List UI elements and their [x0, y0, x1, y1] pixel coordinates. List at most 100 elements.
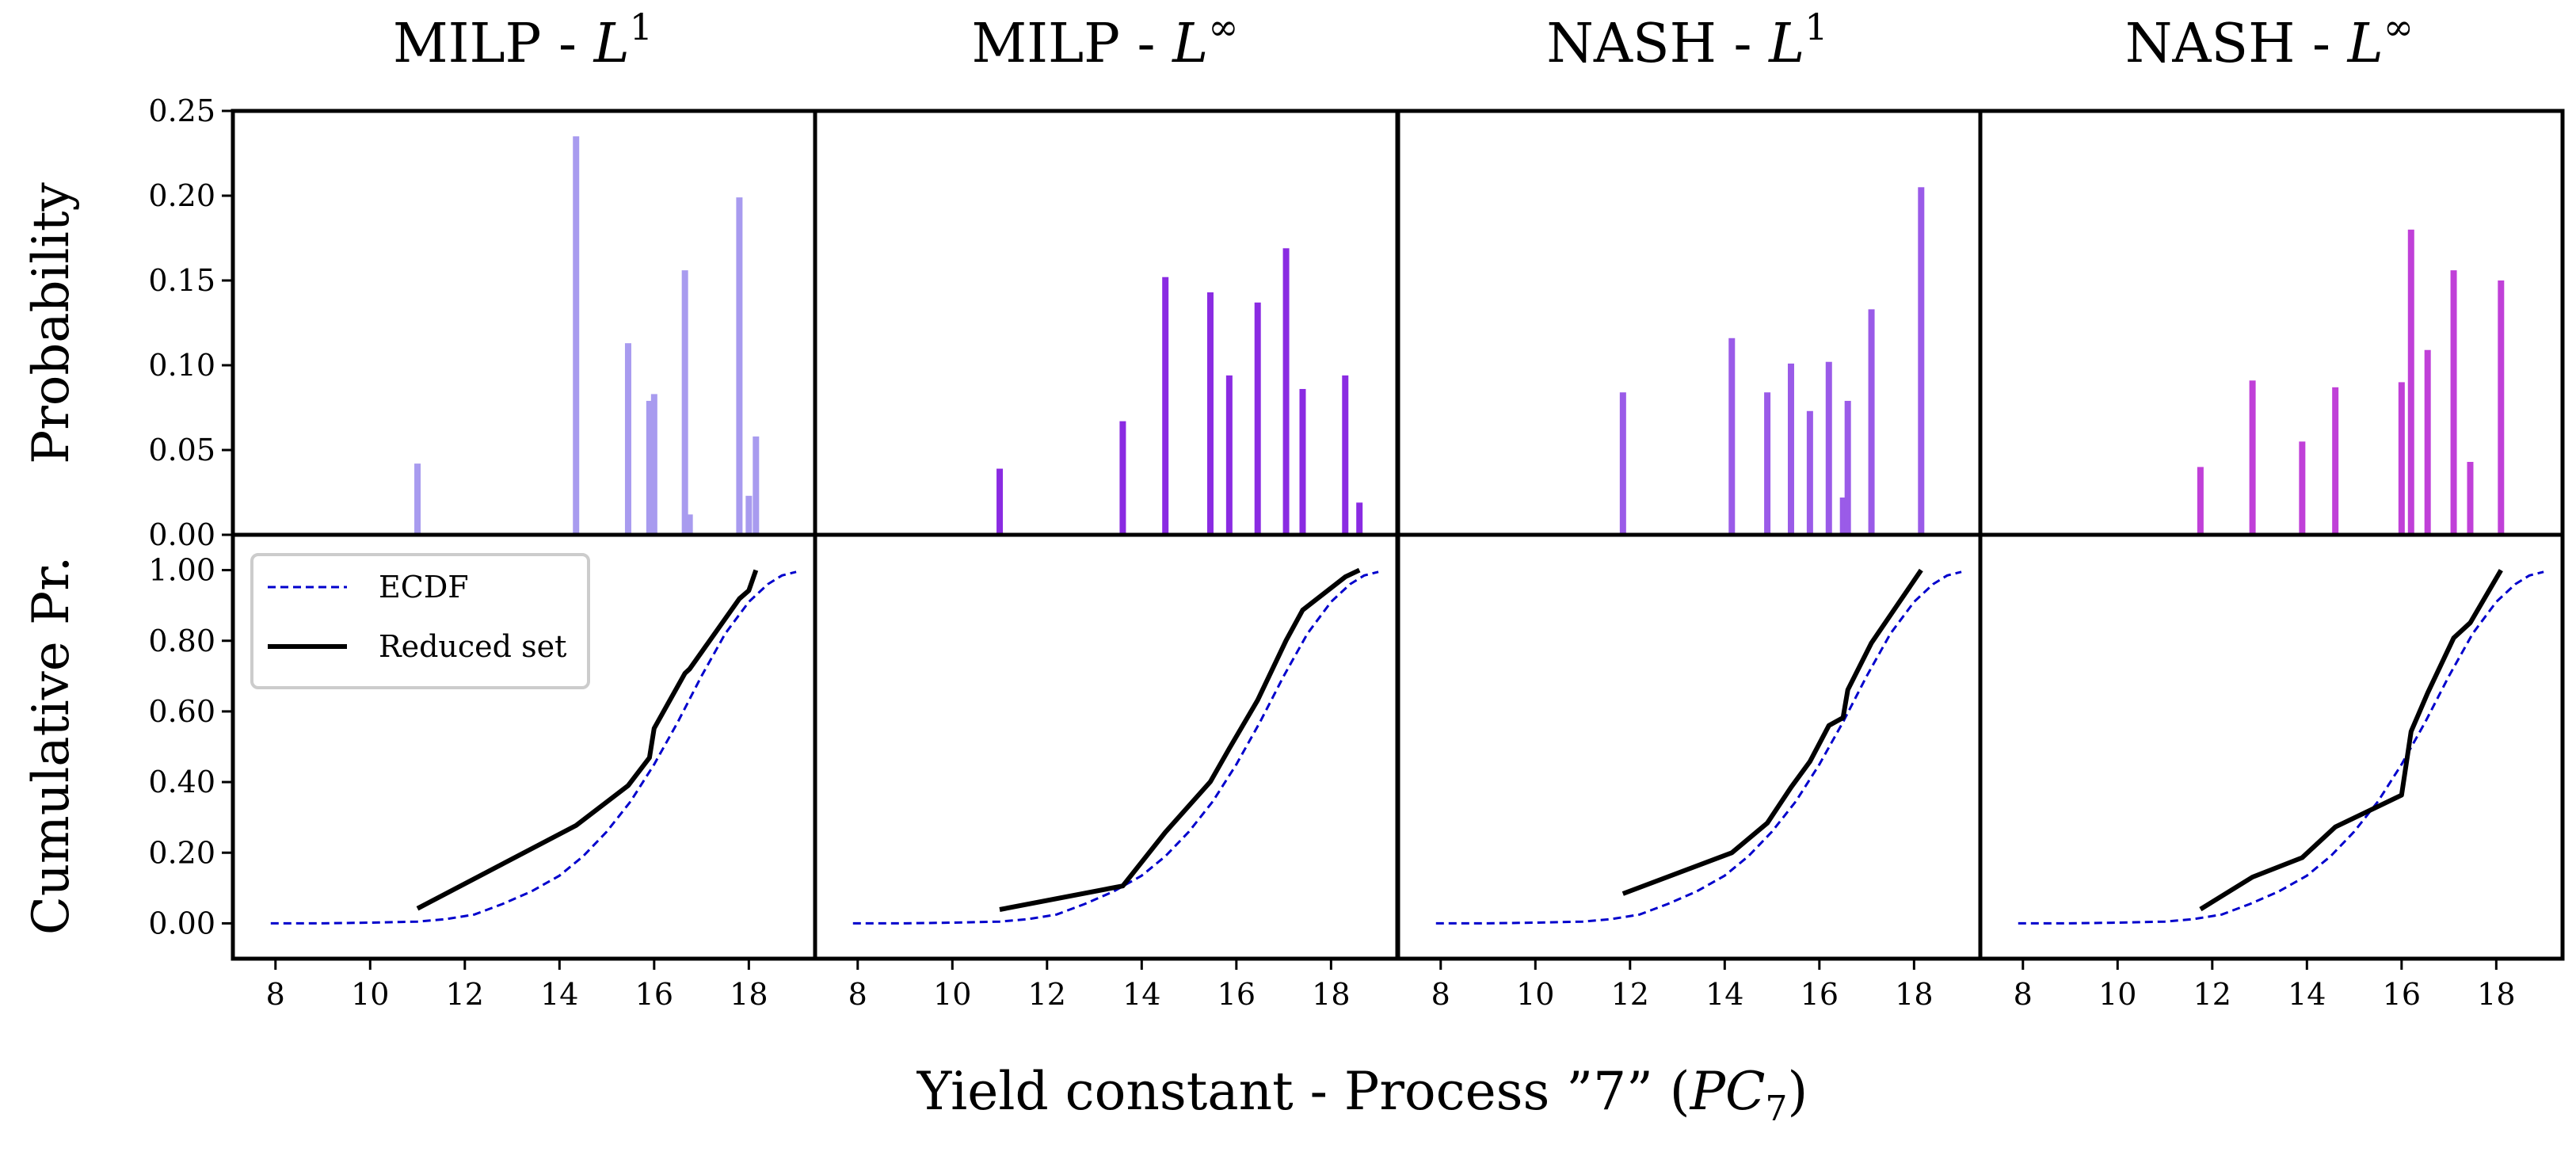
p4-xtick-label-12: 12 — [2193, 977, 2231, 1012]
legend-reduced-label: Reduced set — [379, 629, 566, 664]
panel-title-2: MILP - L∞ — [971, 6, 1238, 75]
p1-bar-8 — [736, 197, 743, 535]
p3-cdf-bg — [1398, 535, 1980, 959]
p2-xtick-label-12: 12 — [1028, 977, 1066, 1012]
p2-bar-7 — [1282, 248, 1290, 535]
p4-bar-2 — [2249, 380, 2256, 535]
p3-bar-5 — [1806, 410, 1813, 535]
p3-xtick-label-16: 16 — [1801, 977, 1839, 1012]
p3-bar-3 — [1764, 392, 1771, 535]
p1-xtick-label-12: 12 — [446, 977, 484, 1012]
p3-bar-4 — [1787, 363, 1794, 535]
p4-xtick-label-18: 18 — [2477, 977, 2515, 1012]
p4-reduced-line — [2199, 569, 2503, 912]
p1-xtick-label-10: 10 — [351, 977, 389, 1012]
p1-bar-3 — [624, 343, 631, 535]
p3-bar-8 — [1844, 400, 1851, 535]
panel-title-3: NASH - L1 — [1546, 6, 1827, 75]
p4-xtick-label-16: 16 — [2383, 977, 2421, 1012]
prob-ytick-label-5: 0.25 — [148, 93, 215, 128]
p2-bar-5 — [1225, 375, 1233, 535]
panel-title-1: MILP - L1 — [393, 6, 653, 75]
p3-bar-6 — [1825, 361, 1832, 535]
p1-reduced-line — [416, 569, 759, 911]
p3-reduced-line — [1621, 568, 1923, 896]
p1-ecdf-line — [270, 570, 797, 925]
prob-ytick-label-1: 0.05 — [148, 433, 215, 467]
p3-bar-2 — [1728, 338, 1736, 535]
ylabel-probability: Probability — [22, 182, 81, 464]
p2-bar-4 — [1206, 292, 1214, 535]
p4-ecdf-line — [2018, 570, 2544, 925]
p1-bar-7 — [686, 514, 693, 535]
p2-xtick-label-8: 8 — [848, 977, 867, 1012]
cdf-ytick-label-2: 0.40 — [148, 765, 215, 799]
p1-bar-6 — [681, 270, 688, 535]
p3-bar-7 — [1839, 497, 1846, 535]
p2-bar-1 — [996, 468, 1004, 535]
p2-reduced-line — [999, 567, 1361, 912]
p1-bar-9 — [745, 495, 753, 535]
p1-bar-4 — [646, 400, 653, 535]
p2-prob-bg — [815, 111, 1397, 535]
p3-ecdf-line — [1435, 570, 1962, 925]
p2-bar-9 — [1342, 375, 1349, 535]
p2-xtick-label-18: 18 — [1312, 977, 1350, 1012]
p4-xtick-label-8: 8 — [2014, 977, 2033, 1012]
p2-xtick-label-10: 10 — [933, 977, 971, 1012]
p2-bar-10 — [1356, 502, 1363, 535]
p4-bar-9 — [2467, 461, 2474, 535]
p4-bar-10 — [2498, 280, 2505, 535]
p2-xtick-label-16: 16 — [1218, 977, 1256, 1012]
p4-bar-8 — [2450, 270, 2457, 535]
p4-bar-6 — [2407, 229, 2414, 535]
legend-ecdf-label: ECDF — [379, 570, 469, 605]
p2-bar-3 — [1162, 277, 1169, 535]
legend: ECDF Reduced set — [250, 553, 590, 689]
p4-prob-bg — [1980, 111, 2563, 535]
p1-xtick-label-14: 14 — [540, 977, 578, 1012]
p2-bar-2 — [1119, 421, 1126, 535]
prob-ytick-label-2: 0.10 — [148, 348, 215, 383]
p3-xtick-label-14: 14 — [1705, 977, 1743, 1012]
p1-prob-bg — [233, 111, 815, 535]
p2-xtick-label-14: 14 — [1122, 977, 1160, 1012]
p4-cdf-bg — [1980, 535, 2563, 959]
p1-xtick-label-16: 16 — [635, 977, 673, 1012]
xlabel: Yield constant - Process ”7” (PC7) — [916, 1061, 1808, 1129]
cdf-ytick-label-5: 1.00 — [148, 553, 215, 588]
p3-xtick-label-8: 8 — [1431, 977, 1450, 1012]
p3-bar-1 — [1619, 392, 1626, 535]
p1-bar-5 — [650, 394, 657, 535]
p1-xtick-label-18: 18 — [730, 977, 768, 1012]
p3-bar-9 — [1868, 309, 1875, 535]
p1-bar-1 — [414, 463, 421, 535]
p2-ecdf-line — [852, 570, 1379, 925]
prob-ytick-label-3: 0.15 — [148, 263, 215, 298]
prob-ytick-label-4: 0.20 — [148, 178, 215, 213]
panel-title-4: NASH - L∞ — [2125, 6, 2414, 75]
prob-ytick-label-0: 0.00 — [148, 517, 215, 552]
ylabel-cumulative: Cumulative Pr. — [22, 556, 81, 935]
p4-bar-3 — [2299, 441, 2306, 535]
p1-bar-10 — [753, 436, 760, 535]
p2-bar-6 — [1254, 302, 1261, 535]
p4-bar-4 — [2332, 387, 2339, 535]
cdf-ytick-label-3: 0.60 — [148, 694, 215, 729]
cdf-ytick-label-1: 0.20 — [148, 835, 215, 870]
p1-xtick-label-8: 8 — [266, 977, 285, 1012]
cdf-ytick-label-0: 0.00 — [148, 906, 215, 940]
p4-xtick-label-10: 10 — [2098, 977, 2136, 1012]
p4-xtick-label-14: 14 — [2288, 977, 2326, 1012]
p4-bar-5 — [2398, 382, 2405, 535]
p4-bar-1 — [2197, 467, 2204, 535]
cdf-ytick-label-4: 0.80 — [148, 624, 215, 658]
p3-xtick-label-18: 18 — [1895, 977, 1933, 1012]
p2-bar-8 — [1299, 388, 1306, 535]
p3-prob-bg — [1398, 111, 1980, 535]
p1-bar-2 — [573, 136, 580, 535]
p3-xtick-label-10: 10 — [1516, 977, 1554, 1012]
p3-bar-10 — [1918, 187, 1925, 536]
p3-xtick-label-12: 12 — [1611, 977, 1649, 1012]
